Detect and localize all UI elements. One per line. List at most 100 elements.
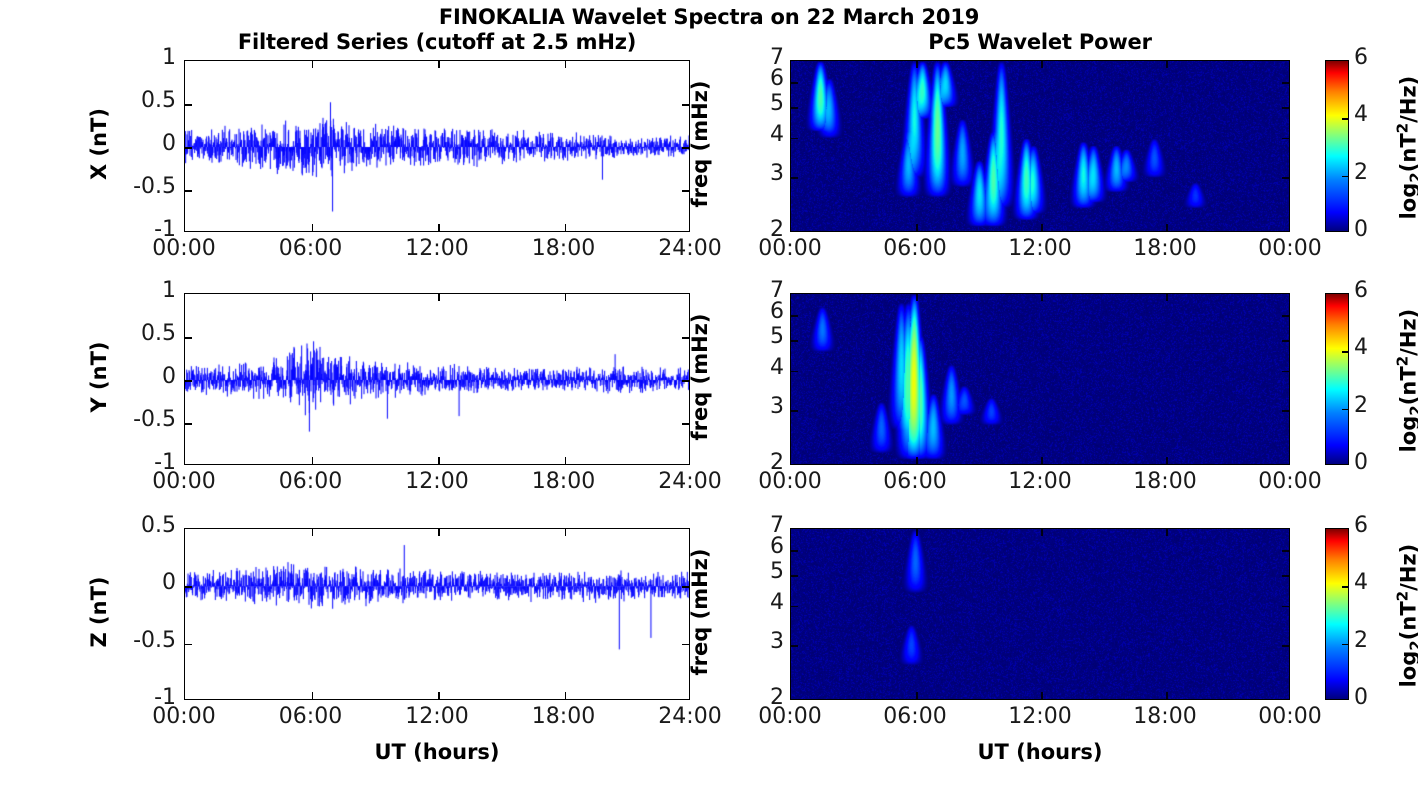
x-tick — [1041, 294, 1043, 301]
y-axis-title-x: X (nT) — [87, 108, 111, 180]
x-tick-label: 06:00 — [883, 704, 947, 729]
freq-axis-title-z: freq (mHz) — [688, 548, 712, 676]
x-tick — [311, 457, 313, 464]
y-tick-label: 1 — [162, 45, 176, 70]
y-tick — [682, 643, 689, 646]
y-tick — [791, 550, 798, 552]
y-tick-label: 2 — [770, 217, 784, 242]
y-tick — [1282, 605, 1289, 608]
x-tick-label: 12:00 — [405, 469, 469, 494]
y-tick — [1282, 340, 1289, 342]
y-tick-label: 3 — [770, 629, 784, 655]
x-tick — [438, 224, 440, 231]
x-tick — [564, 692, 566, 699]
colorbar-tick-label: 2 — [1354, 627, 1368, 653]
colorbar-tick-label: 0 — [1354, 450, 1368, 475]
x-axis-title-left: UT (hours) — [374, 740, 500, 764]
x-tick-label: 12:00 — [405, 236, 469, 261]
colorbar-tick-label: 6 — [1354, 45, 1368, 70]
y-tick-label: 7 — [770, 513, 784, 538]
timeseries-trace-x — [185, 61, 689, 231]
y-tick — [1282, 575, 1289, 577]
colorbar-tick — [1342, 118, 1348, 120]
timeseries-panel-z — [184, 528, 690, 700]
x-tick-label: 00:00 — [152, 469, 216, 494]
y-tick-label: -1 — [154, 685, 176, 710]
spectrogram-panel-z — [790, 528, 1290, 700]
y-tick — [791, 107, 798, 109]
x-tick — [311, 692, 313, 699]
colorbar-tick-label: 4 — [1354, 102, 1368, 128]
x-tick-label: 18:00 — [1133, 236, 1197, 261]
y-tick-label: -0.5 — [133, 407, 176, 432]
y-tick-label: -1 — [154, 217, 176, 242]
colorbar-title-y: log2(nT2/Hz) — [1393, 308, 1418, 453]
x-tick-label: 12:00 — [1008, 704, 1072, 729]
timeseries-panel-y — [184, 293, 690, 465]
x-tick-label: 12:00 — [1008, 469, 1072, 494]
x-tick — [916, 457, 918, 464]
y-tick-label: 7 — [770, 278, 784, 303]
colorbar-z — [1325, 528, 1349, 700]
x-tick-label: 24:00 — [658, 236, 722, 261]
x-tick — [438, 457, 440, 464]
x-tick-label: 06:00 — [278, 236, 343, 261]
y-tick — [185, 337, 192, 339]
y-tick — [1282, 82, 1289, 84]
x-tick — [564, 61, 566, 68]
y-tick-label: 2 — [770, 685, 784, 710]
y-tick — [185, 190, 192, 192]
x-tick — [1041, 529, 1043, 536]
x-tick-label: 24:00 — [658, 704, 722, 729]
x-tick — [564, 224, 566, 231]
y-tick-label: 6 — [770, 299, 784, 325]
x-tick-label: 06:00 — [278, 469, 343, 494]
x-tick-label: 00:00 — [758, 704, 822, 729]
right-column-title: Pc5 Wavelet Power — [928, 30, 1152, 54]
colorbar-tick-label: 2 — [1354, 392, 1368, 418]
y-tick — [1282, 370, 1289, 373]
y-tick — [185, 380, 192, 382]
x-tick — [1166, 224, 1168, 231]
y-tick — [1282, 177, 1289, 179]
x-tick-label: 18:00 — [1133, 469, 1197, 494]
y-tick-label: -0.5 — [133, 174, 176, 199]
colorbar-tick — [1342, 408, 1348, 411]
x-tick — [1041, 692, 1043, 699]
left-column-title: Filtered Series (cutoff at 2.5 mHz) — [237, 30, 637, 54]
figure-title: FINOKALIA Wavelet Spectra on 22 March 20… — [438, 5, 980, 29]
x-tick — [311, 294, 313, 301]
y-tick — [682, 337, 689, 339]
y-tick-label: 5 — [770, 559, 784, 585]
y-tick-label: -0.5 — [133, 627, 176, 653]
colorbar-tick-label: 0 — [1354, 685, 1368, 710]
y-tick — [791, 82, 798, 84]
freq-axis-title-y: freq (mHz) — [688, 313, 712, 441]
x-tick — [916, 61, 918, 68]
x-tick-label: 12:00 — [405, 704, 469, 729]
colorbar-tick-label: 4 — [1354, 570, 1368, 596]
x-tick-label: 18:00 — [1133, 704, 1197, 729]
timeseries-trace-z — [185, 529, 689, 699]
y-tick — [1282, 315, 1289, 317]
colorbar-title-x: log2(nT2/Hz) — [1393, 75, 1418, 220]
x-tick-label: 00:00 — [1258, 469, 1322, 494]
y-tick-label: 0.5 — [141, 88, 176, 113]
x-tick — [1166, 294, 1168, 301]
x-tick — [1166, 457, 1168, 464]
x-tick — [564, 529, 566, 536]
spectrogram-image-x — [791, 61, 1289, 231]
y-tick-label: 0 — [162, 364, 176, 389]
y-tick — [185, 643, 192, 646]
colorbar-x — [1325, 60, 1349, 232]
x-tick-label: 12:00 — [1008, 236, 1072, 261]
freq-axis-title-x: freq (mHz) — [688, 80, 712, 208]
x-tick — [311, 224, 313, 231]
timeseries-panel-x — [184, 60, 690, 232]
x-tick — [1041, 457, 1043, 464]
y-tick — [791, 137, 798, 140]
spectrogram-panel-y — [790, 293, 1290, 465]
x-tick-label: 00:00 — [1258, 704, 1322, 729]
x-tick — [311, 61, 313, 68]
